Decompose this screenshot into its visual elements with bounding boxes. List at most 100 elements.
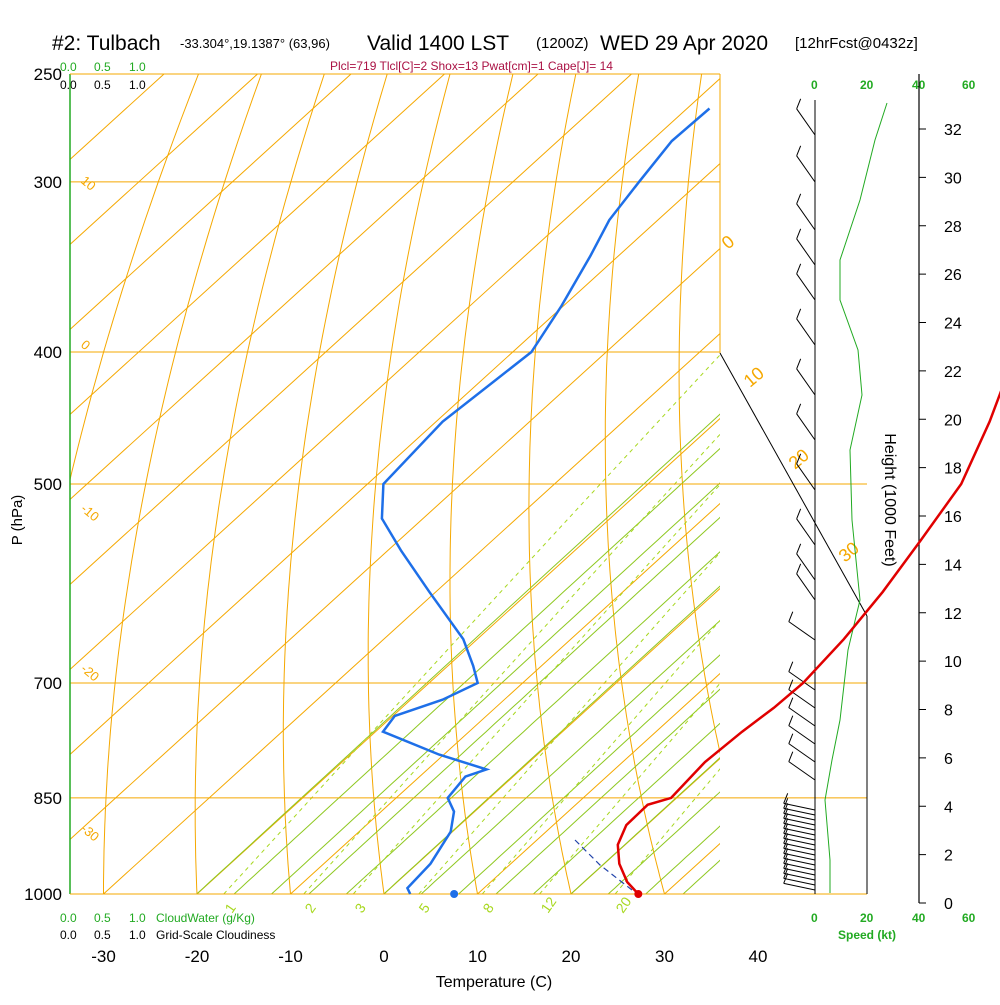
mixing-ratio-label-8: 8 xyxy=(479,900,497,916)
wind-barb-flag xyxy=(789,734,793,744)
wind-barb-flag xyxy=(789,752,793,762)
moist-adiabats xyxy=(165,74,1000,923)
moist-adiabat-24 xyxy=(577,74,1000,923)
bottom-black-scale-2: 1.0 xyxy=(129,928,146,942)
speed-tick-top-20: 20 xyxy=(860,78,874,92)
bottom-green-scale-2: 1.0 xyxy=(129,911,146,925)
background-line-labels: 100-10-20-300102030123581220 xyxy=(78,173,863,916)
wind-barb xyxy=(797,274,815,300)
surface-temperature-marker xyxy=(634,890,642,898)
bottom-green-scale-1: 0.5 xyxy=(94,911,111,925)
wind-barb xyxy=(789,762,815,780)
mixing-ratio-12 xyxy=(540,352,1000,894)
speed-tick-bottom-40: 40 xyxy=(912,911,926,925)
speed-tick-bottom-0: 0 xyxy=(811,911,818,925)
wind-barb xyxy=(797,156,815,182)
bottom-green-scale: 0.0 0.5 1.0 CloudWater (g/Kg) xyxy=(60,911,255,925)
cloudiness-label: Grid-Scale Cloudiness xyxy=(156,928,275,942)
isotherm-label-0: 0 xyxy=(78,337,93,353)
isobar-lines xyxy=(70,74,867,894)
height-axis-title: Height (1000 Feet) xyxy=(881,433,898,566)
height-label-24: 24 xyxy=(944,316,962,333)
isotherm-label-10: 10 xyxy=(78,173,99,194)
dry-adiabat-40 xyxy=(679,0,767,923)
mixing-ratio-label-2: 2 xyxy=(301,900,319,916)
mixing-ratio-label-5: 5 xyxy=(415,900,433,916)
moist-adiabat--16 xyxy=(203,74,1000,923)
top-black-scale: 0.0 0.5 1.0 xyxy=(60,78,146,92)
pressure-label-500: 500 xyxy=(34,475,62,494)
wind-panel xyxy=(784,99,887,894)
wind-barb xyxy=(797,519,815,545)
temp-tick-40: 40 xyxy=(749,947,768,966)
isotherm-label--10: -10 xyxy=(78,501,102,525)
wind-barb-flag xyxy=(789,716,793,726)
mixing-ratio-2 xyxy=(304,352,796,894)
mixing-ratio-label-12: 12 xyxy=(537,894,559,916)
wind-barb-flag xyxy=(797,359,801,369)
pressure-label-400: 400 xyxy=(34,343,62,362)
wind-barb-flag xyxy=(797,509,801,519)
wind-barb-flag xyxy=(797,146,801,156)
pressure-label-850: 850 xyxy=(34,789,62,808)
wind-barb-flag xyxy=(797,404,801,414)
mixing-ratio-label-3: 3 xyxy=(351,900,369,916)
wind-barb xyxy=(797,319,815,345)
dry-adiabat-label-30: 30 xyxy=(835,538,863,566)
top-black-scale-0: 0.0 xyxy=(60,78,77,92)
wind-barb-flag xyxy=(789,698,793,708)
height-label-14: 14 xyxy=(944,557,962,574)
top-black-scale-1: 0.5 xyxy=(94,78,111,92)
cloud-water-label: CloudWater (g/Kg) xyxy=(156,911,255,925)
height-label-30: 30 xyxy=(944,170,962,187)
title-coords: -33.304°,19.1387° (63,96) xyxy=(180,36,330,51)
wind-barb xyxy=(797,414,815,440)
temp-tick-30: 30 xyxy=(655,947,674,966)
height-label-28: 28 xyxy=(944,219,962,236)
wind-barb-flag xyxy=(789,612,793,622)
pressure-label-250: 250 xyxy=(34,65,62,84)
wind-barb-flag xyxy=(797,264,801,274)
height-label-0: 0 xyxy=(944,896,953,913)
wind-barb-flag xyxy=(797,99,801,109)
wind-barb xyxy=(797,574,815,600)
title-valid: Valid 1400 LST xyxy=(367,32,509,55)
moist-adiabat-20 xyxy=(539,74,1000,923)
moist-adiabat-4 xyxy=(390,74,1000,923)
sounding-profiles xyxy=(382,109,1000,899)
moist-adiabat-8 xyxy=(427,74,1000,923)
height-label-32: 32 xyxy=(944,122,962,139)
height-label-16: 16 xyxy=(944,509,962,526)
temp-tick--10: -10 xyxy=(278,947,303,966)
wind-barb-flag xyxy=(789,662,793,672)
height-label-2: 2 xyxy=(944,848,953,865)
height-label-4: 4 xyxy=(944,799,953,816)
dry-adiabat--10 xyxy=(283,0,430,923)
title-forecast: [12hrFcst@0432z] xyxy=(795,35,918,52)
top-green-scale: 0.0 0.5 1.0 xyxy=(60,60,146,74)
wind-barb-flag xyxy=(797,309,801,319)
temp-tick-20: 20 xyxy=(562,947,581,966)
height-label-12: 12 xyxy=(944,606,962,623)
top-black-scale-2: 1.0 xyxy=(129,78,146,92)
moist-adiabat--20 xyxy=(165,74,1000,923)
isotherm-50 xyxy=(852,74,1000,894)
speed-tick-bottom-20: 20 xyxy=(860,911,874,925)
wind-barb xyxy=(797,239,815,265)
pressure-label-300: 300 xyxy=(34,173,62,192)
mixing-ratio-20 xyxy=(615,352,1000,894)
bottom-green-scale-0: 0.0 xyxy=(60,911,77,925)
speed-scale-bottom: 0 20 40 60 Speed (kt) xyxy=(811,911,976,942)
wind-barb xyxy=(797,204,815,230)
dry-adiabat--20 xyxy=(195,0,371,923)
moist-adiabat-16 xyxy=(502,74,1000,923)
title-date: WED 29 Apr 2020 xyxy=(600,32,768,55)
bottom-black-scale-0: 0.0 xyxy=(60,928,77,942)
wind-barb-flag xyxy=(797,544,801,554)
mixing-ratio-3 xyxy=(353,352,840,894)
pressure-label-700: 700 xyxy=(34,674,62,693)
wind-barb xyxy=(797,369,815,395)
